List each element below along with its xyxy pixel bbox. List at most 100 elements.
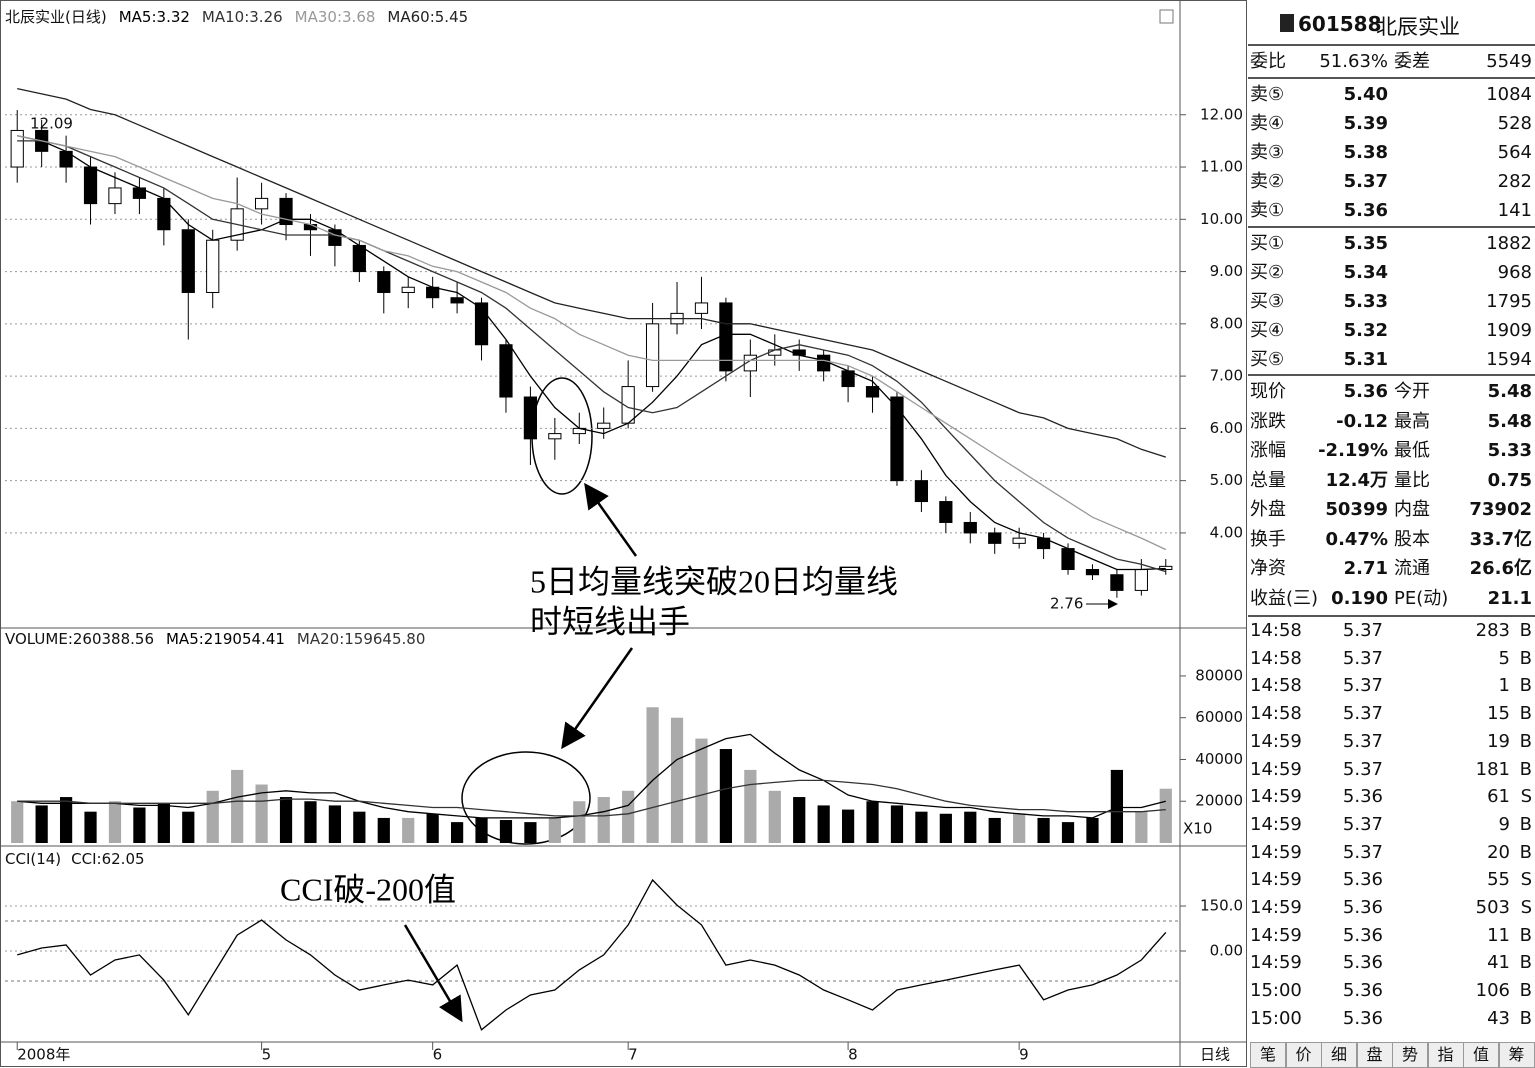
volume-bar	[866, 801, 879, 843]
price: 5.35	[1343, 233, 1388, 254]
tab[interactable]: 细	[1321, 1042, 1357, 1068]
y-tick-label: 6.00	[1210, 419, 1243, 437]
period-label: 日线	[1200, 1046, 1230, 1064]
price: 5.34	[1343, 262, 1388, 283]
time: 15:00	[1250, 1007, 1302, 1029]
side: B	[1519, 758, 1532, 780]
header-item: MA60:5.45	[387, 8, 468, 26]
side: B	[1519, 620, 1532, 641]
candle-body	[1110, 574, 1124, 591]
volume-bar	[304, 801, 317, 843]
y-tick-label: 10.00	[1200, 210, 1243, 228]
label: 流通	[1394, 558, 1430, 579]
price: 5.36	[1342, 897, 1383, 918]
tab[interactable]: 势	[1392, 1042, 1428, 1068]
row: 14:59 5.36 61 S	[1248, 783, 1535, 811]
volume-bar	[1086, 817, 1099, 843]
label: 今开	[1394, 381, 1430, 402]
candle-body	[499, 344, 513, 398]
header-item: MA5:219054.41	[166, 630, 285, 648]
ma-line	[17, 87, 1166, 458]
side: S	[1520, 869, 1532, 891]
volume-bar	[426, 813, 439, 843]
time: 14:59	[1250, 813, 1302, 835]
side: B	[1519, 980, 1532, 1002]
tab[interactable]: 筹	[1498, 1042, 1535, 1068]
candle-body	[352, 244, 366, 273]
tab[interactable]: 盘	[1356, 1042, 1393, 1068]
volume-bar	[1013, 813, 1026, 843]
candle-body	[1134, 569, 1148, 591]
value: 0.190	[1331, 587, 1388, 609]
volume-bar	[817, 805, 830, 843]
x-tick-label: 7	[628, 1046, 638, 1064]
volume-bar	[206, 790, 219, 843]
y-tick-label: 20000	[1195, 792, 1243, 810]
volume-bar	[646, 707, 659, 843]
volume-bar	[915, 811, 928, 843]
ma-line	[17, 733, 1166, 819]
candle-body	[694, 302, 709, 314]
label: PE(动)	[1394, 587, 1449, 609]
price: 5.39	[1343, 113, 1388, 134]
tab[interactable]: 值	[1463, 1042, 1499, 1068]
time: 14:59	[1250, 924, 1302, 946]
y-tick-label: 150.0	[1200, 897, 1243, 915]
level: 卖①	[1250, 200, 1285, 221]
side: B	[1519, 730, 1532, 752]
price: 5.37	[1342, 647, 1383, 669]
header-item: MA5:3.32	[119, 8, 190, 26]
row: 卖① 5.36 141	[1248, 196, 1535, 225]
candle-body	[108, 187, 122, 205]
volume: 55	[1487, 869, 1510, 891]
row: 卖⑤ 5.40 1084	[1248, 80, 1535, 109]
y-tick-label: 5.00	[1210, 471, 1243, 489]
candle-body	[817, 354, 831, 372]
volume-bar	[939, 813, 952, 843]
label: 换手	[1250, 528, 1286, 550]
volume-bar	[988, 817, 1001, 843]
volume: 5	[1498, 647, 1510, 669]
tab[interactable]: 笔	[1250, 1042, 1286, 1068]
candle-body	[548, 433, 562, 440]
time: 14:58	[1250, 703, 1302, 725]
side: B	[1519, 647, 1532, 669]
x-tick-label: 9	[1019, 1046, 1029, 1064]
volume: 11	[1487, 924, 1510, 946]
time: 14:59	[1250, 841, 1302, 863]
y-tick-label: 7.00	[1210, 367, 1243, 385]
panel-icon	[1159, 9, 1174, 24]
level: 买②	[1250, 262, 1285, 283]
candle-body	[254, 197, 269, 210]
volume: 1594	[1486, 349, 1532, 370]
row: 14:58 5.37 1 B	[1248, 672, 1535, 700]
callout: 5日均量线突破20日均量线	[530, 563, 898, 599]
candle-body	[377, 271, 391, 293]
panel-header: VOLUME:260388.56 MA5:219054.41 MA20:159645…	[5, 630, 425, 648]
value: 5.48	[1487, 410, 1532, 432]
value: 51.63%	[1319, 51, 1388, 72]
y-tick-label: 12.00	[1200, 105, 1243, 123]
tab[interactable]: 指	[1427, 1042, 1464, 1068]
row: 卖② 5.37 282	[1248, 167, 1535, 196]
price: 5.37	[1342, 620, 1383, 641]
volume-bar	[1135, 811, 1148, 843]
value: 73902	[1469, 499, 1532, 520]
side: B	[1519, 952, 1532, 974]
value: -0.12	[1336, 410, 1388, 432]
label: 内盘	[1394, 499, 1430, 520]
value: 5.36	[1343, 381, 1388, 402]
row: 15:00 5.36 106 B	[1248, 977, 1535, 1005]
volume: 1084	[1486, 84, 1532, 105]
price: 5.36	[1343, 200, 1388, 221]
value: 26.6亿	[1469, 558, 1532, 579]
row: 14:58 5.37 5 B	[1248, 645, 1535, 673]
unit-label: X10	[1183, 820, 1212, 838]
tab[interactable]: 价	[1285, 1042, 1322, 1068]
cci-line	[17, 878, 1167, 1031]
volume-bar	[231, 769, 244, 843]
candle-body	[597, 422, 611, 429]
row: 买③ 5.33 1795	[1248, 287, 1535, 316]
volume-bar	[793, 797, 806, 843]
stock-name: 北辰实业	[1376, 15, 1460, 39]
